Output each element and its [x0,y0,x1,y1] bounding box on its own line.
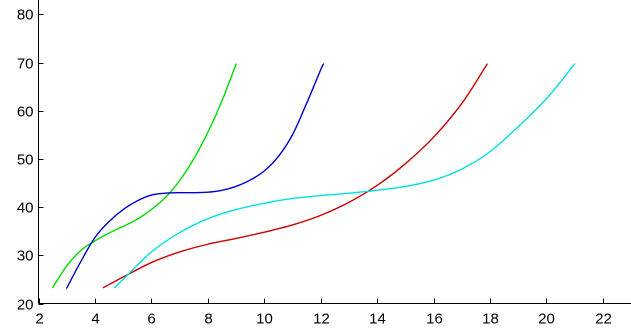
series-line-4 [113,63,576,289]
x-tick-label: 12 [313,311,330,328]
x-tick-label: 18 [482,311,499,328]
x-tick-label: 2 [35,311,43,328]
y-tick-label: 60 [17,104,34,121]
x-tick-label: 4 [91,311,99,328]
series-line-2 [66,63,325,289]
y-tick-label: 20 [17,297,34,314]
x-tick-label: 14 [369,311,386,328]
x-tick-label: 8 [204,311,212,328]
series-line-1 [51,63,237,289]
y-tick-label: 50 [17,152,34,169]
x-tick-label: 22 [595,311,612,328]
x-tick-label: 16 [426,311,443,328]
y-tick-label: 40 [17,200,34,217]
y-tick-label: 80 [17,7,34,24]
x-tick-label: 20 [538,311,555,328]
x-axis-ticks: 2 4 6 8 10 12 14 16 18 20 22 [35,298,612,328]
series-line-3 [102,63,488,289]
y-tick-label: 70 [17,56,34,73]
x-tick-label: 10 [256,311,273,328]
y-tick-label: 30 [17,248,34,265]
y-axis-ticks: 20 30 40 50 60 70 80 [17,7,44,314]
x-tick-label: 6 [147,311,155,328]
plot-area [51,63,576,289]
axes [38,0,631,304]
